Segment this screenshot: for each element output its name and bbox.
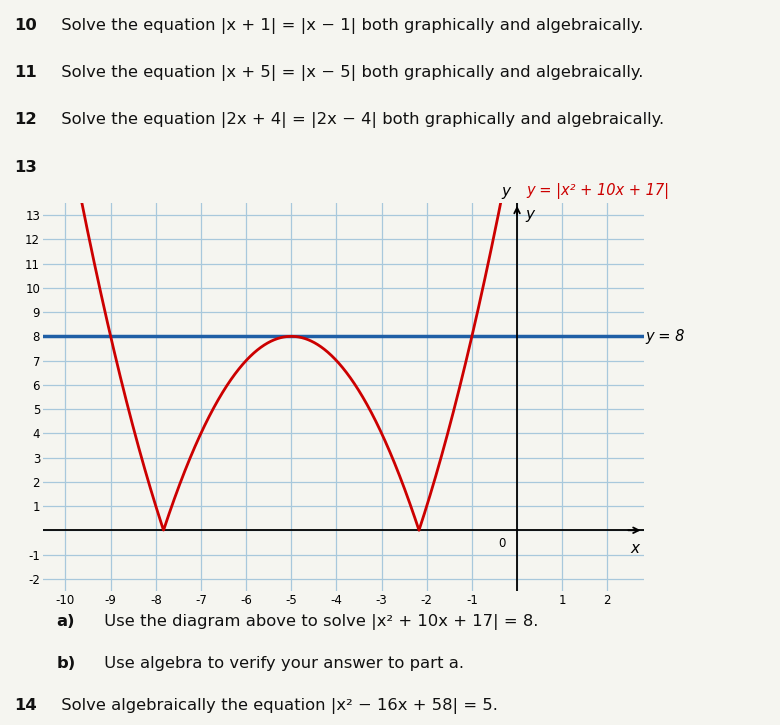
Text: y = 8: y = 8 [646,329,685,344]
Text: x: x [630,541,639,556]
Text: Solve the equation |x + 1| = |x − 1| both graphically and algebraically.: Solve the equation |x + 1| = |x − 1| bot… [56,18,644,34]
Text: Use algebra to verify your answer to part a.: Use algebra to verify your answer to par… [99,656,464,671]
Text: 13: 13 [14,160,37,175]
Text: Solve the equation |2x + 4| = |2x − 4| both graphically and algebraically.: Solve the equation |2x + 4| = |2x − 4| b… [56,112,665,128]
Text: y: y [502,184,511,199]
Text: y = |x² + 10x + 17|: y = |x² + 10x + 17| [526,183,669,199]
Text: a): a) [56,614,75,629]
Text: Use the diagram above to solve |x² + 10x + 17| = 8.: Use the diagram above to solve |x² + 10x… [99,614,538,630]
Text: 14: 14 [14,698,37,713]
Text: Solve the equation |x + 5| = |x − 5| both graphically and algebraically.: Solve the equation |x + 5| = |x − 5| bot… [56,65,644,81]
Text: b): b) [56,656,76,671]
Text: 11: 11 [14,65,37,80]
Text: 0: 0 [498,537,505,550]
Text: y: y [525,207,534,222]
Text: Solve algebraically the equation |x² − 16x + 58| = 5.: Solve algebraically the equation |x² − 1… [56,698,498,714]
Text: 12: 12 [14,112,37,128]
Text: 10: 10 [14,18,37,33]
